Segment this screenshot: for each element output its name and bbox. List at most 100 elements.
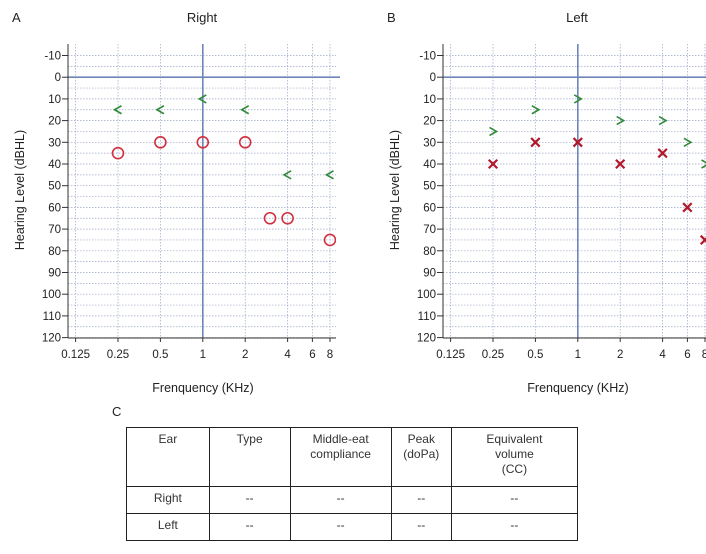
bone-conduction-left-marker (531, 105, 541, 115)
x-axis-label: Frenquency (KHz) (527, 381, 628, 395)
x-tick-label: 8 (702, 349, 706, 361)
x-axis-label: Frenquency (KHz) (152, 381, 253, 395)
air-conduction-right-marker (154, 136, 167, 149)
y-tick-label: 90 (48, 268, 61, 280)
y-tick-label: 110 (418, 311, 436, 323)
x-tick-label: 0.25 (482, 349, 504, 361)
y-tick-label: 50 (423, 181, 436, 193)
y-tick-label: 80 (423, 246, 436, 258)
air-conduction-left-marker (530, 137, 541, 148)
y-axis-label: Hearing Level (dBHL) (388, 130, 402, 250)
table-cell: -- (289, 486, 392, 514)
tympanometry-table: Ear Type Middle-eat compliance Peak (doPa)… (126, 427, 579, 541)
air-conduction-right-marker (111, 146, 125, 160)
air-conduction-left-marker (699, 234, 706, 246)
air-conduction-right-marker (196, 136, 210, 149)
x-tick-label: 4 (284, 349, 291, 361)
y-axis-label: Hearing Level (dBHL) (13, 130, 27, 250)
panel-letter: B (387, 10, 396, 25)
y-tick-label: 100 (417, 289, 436, 301)
left-ear-audiogram: B Left -10 0 10 20 30 40 50 60 70 80 90 100 110 1200.12… (387, 10, 706, 395)
y-tick-label: 40 (48, 159, 61, 171)
table-cell: -- (450, 513, 579, 541)
grid (68, 44, 336, 338)
bone-conduction-right-marker (112, 105, 122, 115)
table-row-ear: Right (126, 486, 210, 514)
header-peak: Peak (doPa) (390, 427, 452, 487)
y-tick-label: 120 (42, 333, 61, 345)
data-markers (487, 94, 706, 246)
right-ear-audiogram: A Right -10 0 10 20 30 40 50 60 70 80 90 100 110 1200.1… (12, 10, 340, 395)
y-tick-label: 90 (423, 268, 436, 280)
grid (443, 44, 706, 338)
bone-conduction-left-marker (658, 115, 668, 126)
bone-conduction-left-marker (489, 126, 499, 137)
air-conduction-right-marker (281, 211, 294, 225)
table-cell: -- (390, 513, 452, 541)
air-conduction-left-marker (572, 137, 583, 148)
header-volume: Equivalent volume (CC) (450, 427, 579, 487)
air-conduction-right-marker (263, 211, 277, 225)
bone-conduction-right-marker (282, 170, 292, 180)
audiogram-figure: A Right-1001020304050607080901001101200.1… (12, 10, 706, 395)
panel-letter-c: C (112, 404, 122, 419)
air-conduction-left-marker (615, 158, 626, 170)
table-row: Right -- -- -- -- (126, 486, 579, 514)
x-tick-label: 0.125 (61, 349, 90, 361)
y-tick-label: -10 (44, 51, 61, 63)
x-tick-label: 4 (659, 349, 666, 361)
y-tick-label: 20 (48, 116, 61, 128)
y-tick-label: 30 (423, 137, 436, 149)
x-tick-label: 0.125 (436, 349, 465, 361)
air-conduction-left-marker (487, 158, 499, 170)
x-tick-label: 1 (575, 349, 581, 361)
panel-letter: A (12, 10, 21, 25)
y-tick-label: 120 (417, 333, 436, 345)
table-cell: -- (390, 486, 452, 514)
bone-conduction-right-marker (155, 105, 165, 115)
y-tick-label: 10 (423, 94, 436, 106)
air-conduction-right-marker (323, 233, 336, 247)
x-tick-label: 0.25 (107, 349, 129, 361)
y-tick-label: 40 (423, 159, 436, 171)
x-tick-label: 6 (684, 349, 690, 361)
chart-title: Right (187, 10, 218, 25)
bone-conduction-right-marker (324, 170, 334, 180)
x-tick-label: 2 (617, 349, 623, 361)
y-tick-label: 30 (48, 137, 61, 149)
bone-conduction-left-marker (701, 159, 706, 169)
x-tick-label: 0.5 (152, 349, 168, 361)
y-tick-label: -10 (419, 51, 436, 63)
x-tick-label: 1 (200, 349, 206, 361)
data-markers (111, 94, 336, 247)
bone-conduction-right-marker (240, 105, 250, 115)
x-tick-label: 0.5 (527, 349, 543, 361)
y-tick-label: 80 (48, 246, 61, 258)
table-row: Left -- -- -- -- (126, 513, 579, 541)
bone-conduction-left-marker (683, 137, 693, 147)
air-conduction-left-marker (682, 202, 693, 213)
table-row-ear: Left (126, 513, 210, 541)
x-tick-label: 8 (327, 349, 333, 361)
header-ear: Ear (126, 427, 210, 487)
y-tick-label: 0 (55, 72, 61, 84)
y-tick-label: 100 (42, 289, 61, 301)
y-tick-label: 0 (430, 72, 436, 84)
header-type: Type (208, 427, 291, 487)
x-tick-label: 6 (309, 349, 315, 361)
y-tick-label: 70 (423, 224, 436, 236)
y-tick-label: 60 (48, 202, 61, 214)
table-header-row: Ear Type Middle-eat compliance Peak (doPa)… (126, 427, 579, 487)
chart-title: Left (566, 10, 588, 25)
x-tick-label: 2 (242, 349, 248, 361)
bone-conduction-right-marker (197, 94, 207, 104)
bone-conduction-left-marker (616, 115, 626, 126)
air-conduction-left-marker (657, 148, 668, 159)
bone-conduction-left-marker (573, 94, 583, 104)
header-compliance: Middle-eat compliance (289, 427, 392, 487)
air-conduction-right-marker (238, 136, 252, 149)
y-tick-label: 10 (48, 94, 61, 106)
table-cell: -- (450, 486, 579, 514)
y-tick-label: 50 (48, 181, 61, 193)
y-tick-label: 110 (43, 311, 61, 323)
